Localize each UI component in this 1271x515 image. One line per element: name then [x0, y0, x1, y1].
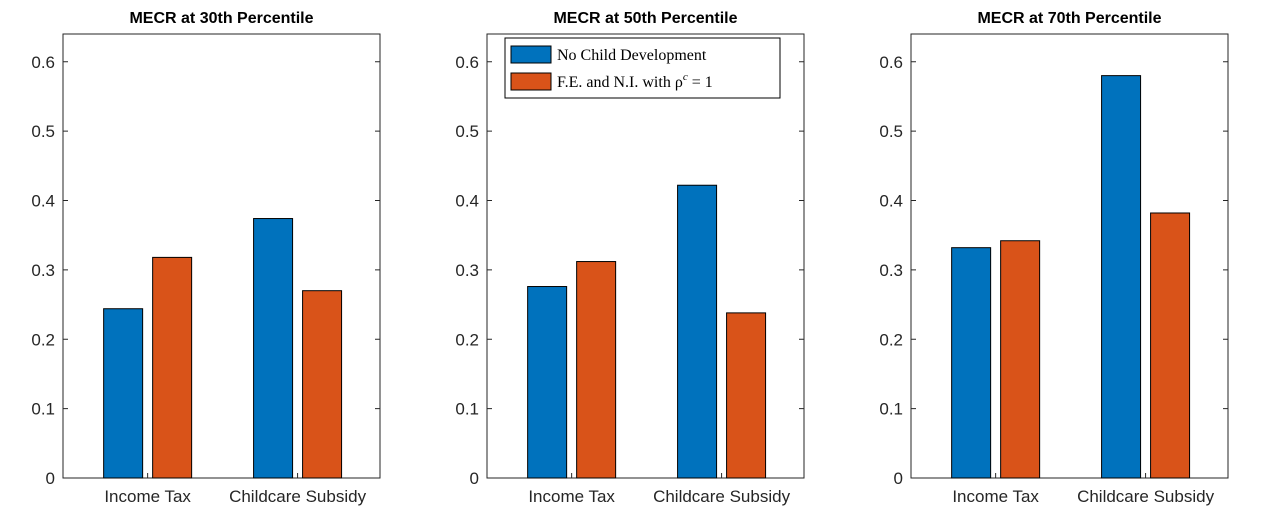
legend-swatch-fe-ni — [510, 72, 552, 91]
chart-panel-2: 0 0.1 0.2 0.3 0.4 0.5 0.6 Income Tax Childcare S… — [455, 10, 805, 506]
plot-area-frame — [486, 33, 805, 479]
bar-no-child-development-income-tax — [103, 308, 144, 479]
y-tick-label: 0.4 — [879, 192, 903, 211]
bar-fe-ni-childcare-subsidy — [726, 312, 767, 479]
y-tick-label: 0.1 — [879, 400, 903, 419]
x-tick-label: Income Tax — [952, 487, 1039, 506]
y-tick-label: 0.4 — [455, 192, 479, 211]
y-tick-label: 0.2 — [31, 330, 55, 349]
legend-swatch-no-child-development — [510, 45, 552, 64]
plot-area-frame — [62, 33, 381, 479]
y-tick-label: 0 — [470, 469, 479, 488]
bar-no-child-development-childcare-subsidy — [253, 218, 294, 479]
bar-no-child-development-income-tax — [951, 247, 992, 479]
y-tick-label: 0.1 — [455, 400, 479, 419]
legend: No Child Development F.E. and N.I. with ρ… — [504, 37, 781, 99]
plot-area-frame — [910, 33, 1229, 479]
x-tick-label: Income Tax — [528, 487, 615, 506]
y-tick-label: 0.5 — [31, 122, 55, 141]
chart-title: MECR at 50th Percentile — [553, 10, 737, 27]
chart-title: MECR at 30th Percentile — [129, 10, 313, 27]
x-tick-label: Income Tax — [104, 487, 191, 506]
legend-label-no-child-development: No Child Development — [557, 47, 707, 64]
bar-fe-ni-childcare-subsidy — [302, 290, 343, 479]
y-tick-label: 0.6 — [31, 53, 55, 72]
y-tick-label: 0.6 — [455, 53, 479, 72]
y-tick-label: 0.3 — [31, 261, 55, 280]
y-tick-label: 0.1 — [31, 400, 55, 419]
y-tick-label: 0.5 — [455, 122, 479, 141]
x-tick-label: Childcare Subsidy — [653, 487, 791, 506]
y-tick-label: 0.6 — [879, 53, 903, 72]
bar-fe-ni-childcare-subsidy — [1150, 212, 1191, 479]
x-tick-label: Childcare Subsidy — [1077, 487, 1215, 506]
y-tick-label: 0.3 — [879, 261, 903, 280]
bar-fe-ni-income-tax — [576, 261, 617, 479]
bar-fe-ni-income-tax — [1000, 240, 1041, 479]
y-tick-label: 0.2 — [879, 330, 903, 349]
bar-no-child-development-childcare-subsidy — [677, 184, 718, 479]
y-tick-label: 0.2 — [455, 330, 479, 349]
y-tick-label: 0.3 — [455, 261, 479, 280]
chart-panel-1: 0 0.1 0.2 0.3 0.4 0.5 0.6 Income Tax Childcare S… — [31, 10, 381, 506]
bar-no-child-development-income-tax — [527, 286, 568, 479]
chart-panel-3: 0 0.1 0.2 0.3 0.4 0.5 0.6 Income Tax Childcare S… — [879, 10, 1229, 506]
legend-label-fe-ni: F.E. and N.I. with ρc = 1 — [557, 71, 713, 91]
y-tick-label: 0 — [894, 469, 903, 488]
y-tick-label: 0.5 — [879, 122, 903, 141]
y-tick-label: 0.4 — [31, 192, 55, 211]
bar-no-child-development-childcare-subsidy — [1101, 75, 1142, 479]
bar-fe-ni-income-tax — [152, 256, 193, 479]
x-tick-label: Childcare Subsidy — [229, 487, 367, 506]
chart-title: MECR at 70th Percentile — [977, 10, 1161, 27]
y-tick-label: 0 — [46, 469, 55, 488]
